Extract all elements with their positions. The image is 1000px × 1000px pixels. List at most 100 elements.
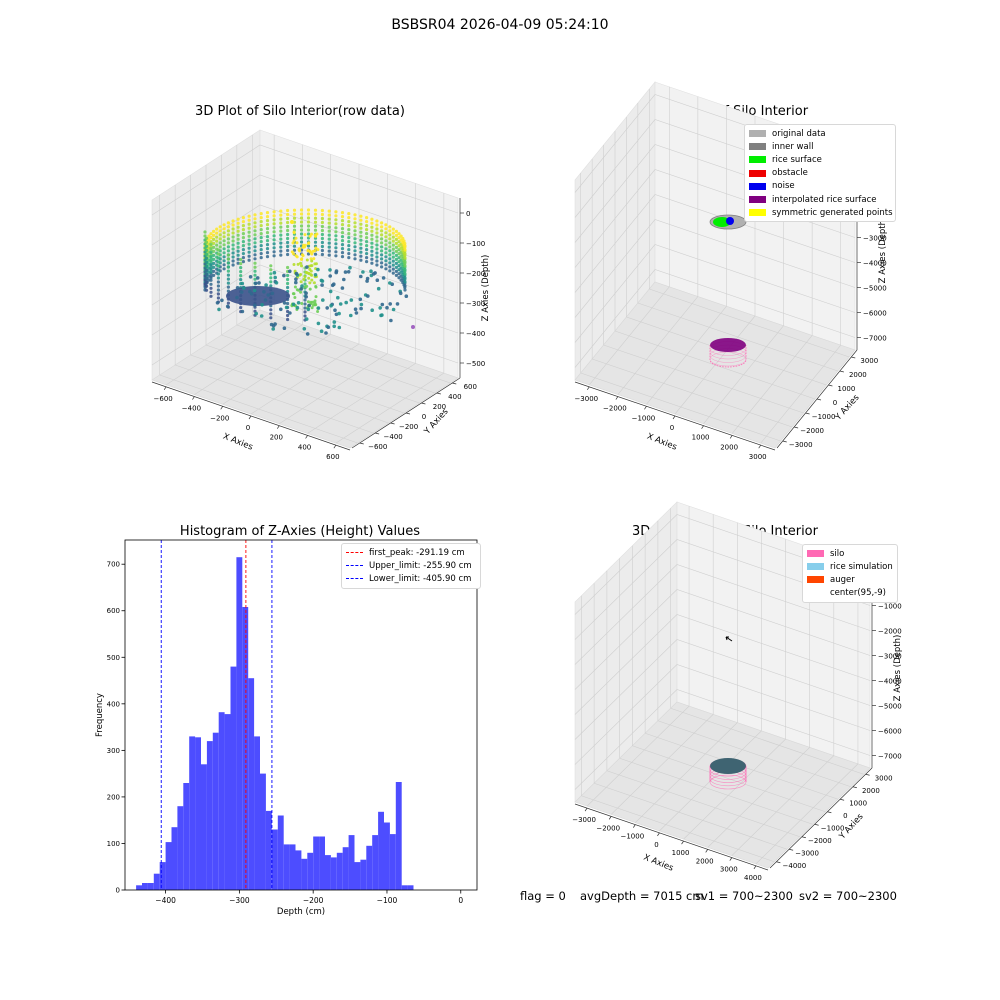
data-point bbox=[204, 276, 209, 280]
y-tick-label: 0 bbox=[116, 887, 120, 895]
data-point bbox=[313, 262, 317, 266]
data-point bbox=[215, 235, 219, 239]
grid-line bbox=[619, 757, 813, 825]
data-point bbox=[327, 213, 331, 217]
data-point bbox=[359, 238, 363, 242]
grid-line bbox=[637, 302, 838, 372]
data-point bbox=[241, 236, 245, 240]
data-point bbox=[308, 287, 312, 291]
data-point bbox=[365, 224, 369, 228]
data-point bbox=[384, 239, 388, 243]
z-tick-label: −6000 bbox=[878, 728, 902, 736]
data-point bbox=[316, 267, 320, 272]
grid-line bbox=[670, 707, 864, 775]
legend-item-noise: noise bbox=[749, 180, 891, 193]
data-point bbox=[248, 275, 253, 279]
data-point bbox=[231, 235, 235, 239]
data-point bbox=[338, 302, 343, 306]
data-point bbox=[306, 224, 311, 228]
data-point bbox=[236, 253, 240, 257]
data-point bbox=[299, 224, 304, 228]
data-point bbox=[340, 223, 345, 227]
data-point bbox=[359, 226, 363, 230]
data-point bbox=[375, 235, 379, 239]
data-point bbox=[327, 221, 331, 225]
data-point bbox=[391, 263, 395, 267]
z-tick-label: −4000 bbox=[878, 678, 902, 686]
data-point bbox=[359, 274, 363, 279]
data-point bbox=[279, 213, 283, 217]
data-point bbox=[359, 230, 363, 234]
data-point bbox=[215, 243, 219, 247]
data-point bbox=[316, 310, 320, 313]
data-point bbox=[299, 228, 304, 232]
data-point bbox=[359, 302, 364, 307]
data-point bbox=[259, 232, 263, 236]
data-point bbox=[306, 252, 311, 256]
data-point bbox=[311, 303, 315, 307]
data-point bbox=[391, 255, 395, 259]
data-point bbox=[226, 241, 230, 245]
data-point bbox=[279, 225, 283, 229]
data-point bbox=[385, 305, 389, 310]
data-point bbox=[306, 212, 311, 216]
data-point bbox=[247, 230, 251, 234]
x-tick bbox=[753, 865, 757, 870]
x-tick bbox=[192, 396, 195, 400]
data-point bbox=[299, 216, 304, 220]
grid-line bbox=[151, 144, 459, 216]
z-tick-label: −1000 bbox=[878, 603, 902, 611]
data-point bbox=[218, 233, 222, 237]
y-tick-label: −3000 bbox=[789, 441, 813, 449]
legend-item-silo: silo bbox=[807, 547, 893, 560]
data-point bbox=[222, 267, 226, 271]
data-point bbox=[212, 253, 216, 257]
data-point bbox=[299, 261, 303, 265]
y-tick-label: −4000 bbox=[783, 862, 807, 870]
y-tick-label: −2000 bbox=[800, 427, 824, 435]
data-point bbox=[235, 295, 239, 300]
data-point bbox=[220, 298, 224, 303]
x-tick-label: 2000 bbox=[696, 857, 714, 865]
data-point bbox=[236, 225, 240, 229]
data-point bbox=[241, 244, 245, 248]
data-point bbox=[226, 301, 230, 305]
data-point bbox=[353, 213, 357, 217]
data-point bbox=[204, 260, 209, 264]
data-point bbox=[380, 249, 384, 253]
data-point bbox=[309, 269, 313, 273]
data-point bbox=[212, 269, 216, 273]
data-point bbox=[279, 217, 283, 221]
data-point bbox=[388, 245, 392, 249]
data-point bbox=[334, 222, 338, 226]
data-point bbox=[265, 211, 270, 215]
x-tick-label: −1000 bbox=[632, 414, 656, 422]
data-point bbox=[212, 241, 216, 245]
data-point bbox=[218, 241, 222, 245]
data-point bbox=[216, 272, 220, 276]
data-point bbox=[307, 272, 311, 276]
x-axis-label: X Axies bbox=[642, 853, 675, 874]
data-point bbox=[380, 241, 384, 245]
data-point bbox=[359, 222, 363, 226]
data-point bbox=[215, 227, 219, 231]
x-tick-label: 0 bbox=[654, 841, 658, 849]
data-point bbox=[226, 225, 230, 229]
data-point bbox=[259, 256, 263, 260]
simulation-legend: silo rice simulation auger center(95,-9) bbox=[802, 544, 898, 603]
data-point bbox=[308, 234, 312, 238]
data-point bbox=[334, 312, 339, 317]
data-point bbox=[365, 240, 369, 244]
data-point bbox=[272, 234, 276, 238]
data-point bbox=[212, 245, 216, 249]
y-tick bbox=[851, 356, 856, 359]
data-point bbox=[279, 209, 283, 213]
data-point bbox=[265, 247, 270, 251]
status-avg-depth: avgDepth = 7015 cm bbox=[580, 889, 704, 903]
data-point bbox=[305, 332, 310, 336]
histogram-bar bbox=[319, 836, 325, 890]
data-point bbox=[272, 210, 276, 214]
data-point bbox=[269, 316, 273, 320]
legend-swatch bbox=[749, 209, 766, 217]
data-point bbox=[395, 302, 400, 306]
